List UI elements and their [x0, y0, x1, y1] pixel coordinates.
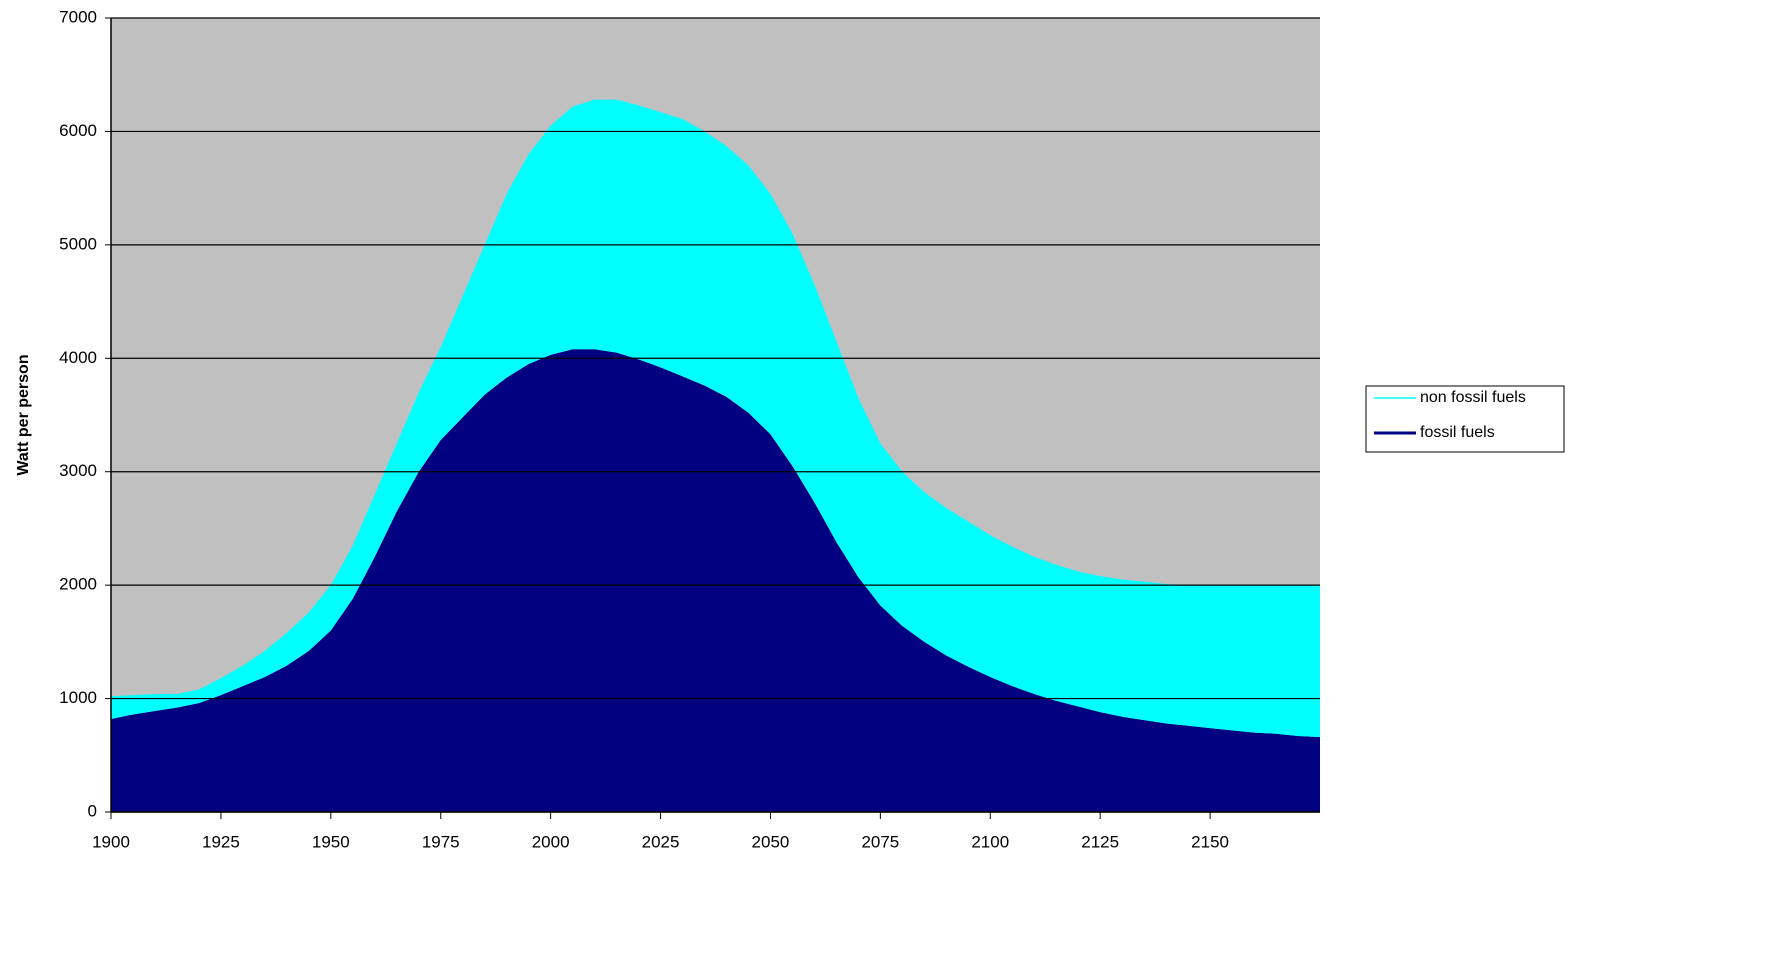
y-tick-label: 2000 — [59, 575, 97, 594]
x-tick-label: 1900 — [92, 832, 130, 851]
area — [111, 349, 1320, 812]
y-tick-label: 4000 — [59, 348, 97, 367]
legend-label: fossil fuels — [1420, 424, 1495, 441]
y-tick-label: 7000 — [59, 7, 97, 26]
y-tick-label: 0 — [88, 801, 97, 820]
x-tick-label: 2025 — [642, 832, 680, 851]
legend-label: non fossil fuels — [1420, 389, 1526, 406]
y-tick-label: 3000 — [59, 461, 97, 480]
area — [111, 99, 1320, 738]
x-tick-label: 1925 — [202, 832, 240, 851]
x-tick-label: 2075 — [861, 832, 899, 851]
x-tick-label: 2050 — [752, 832, 790, 851]
y-axis-label: Watt per person — [15, 354, 32, 475]
x-tick-label: 2100 — [971, 832, 1009, 851]
x-tick-label: 2125 — [1081, 832, 1119, 851]
y-tick-label: 5000 — [59, 234, 97, 253]
x-tick-label: 2150 — [1191, 832, 1229, 851]
x-tick-label: 1975 — [422, 832, 460, 851]
x-tick-label: 1950 — [312, 832, 350, 851]
x-tick-label: 2000 — [532, 832, 570, 851]
legend-box — [1365, 385, 1565, 453]
y-tick-label: 6000 — [59, 121, 97, 140]
y-tick-label: 1000 — [59, 688, 97, 707]
